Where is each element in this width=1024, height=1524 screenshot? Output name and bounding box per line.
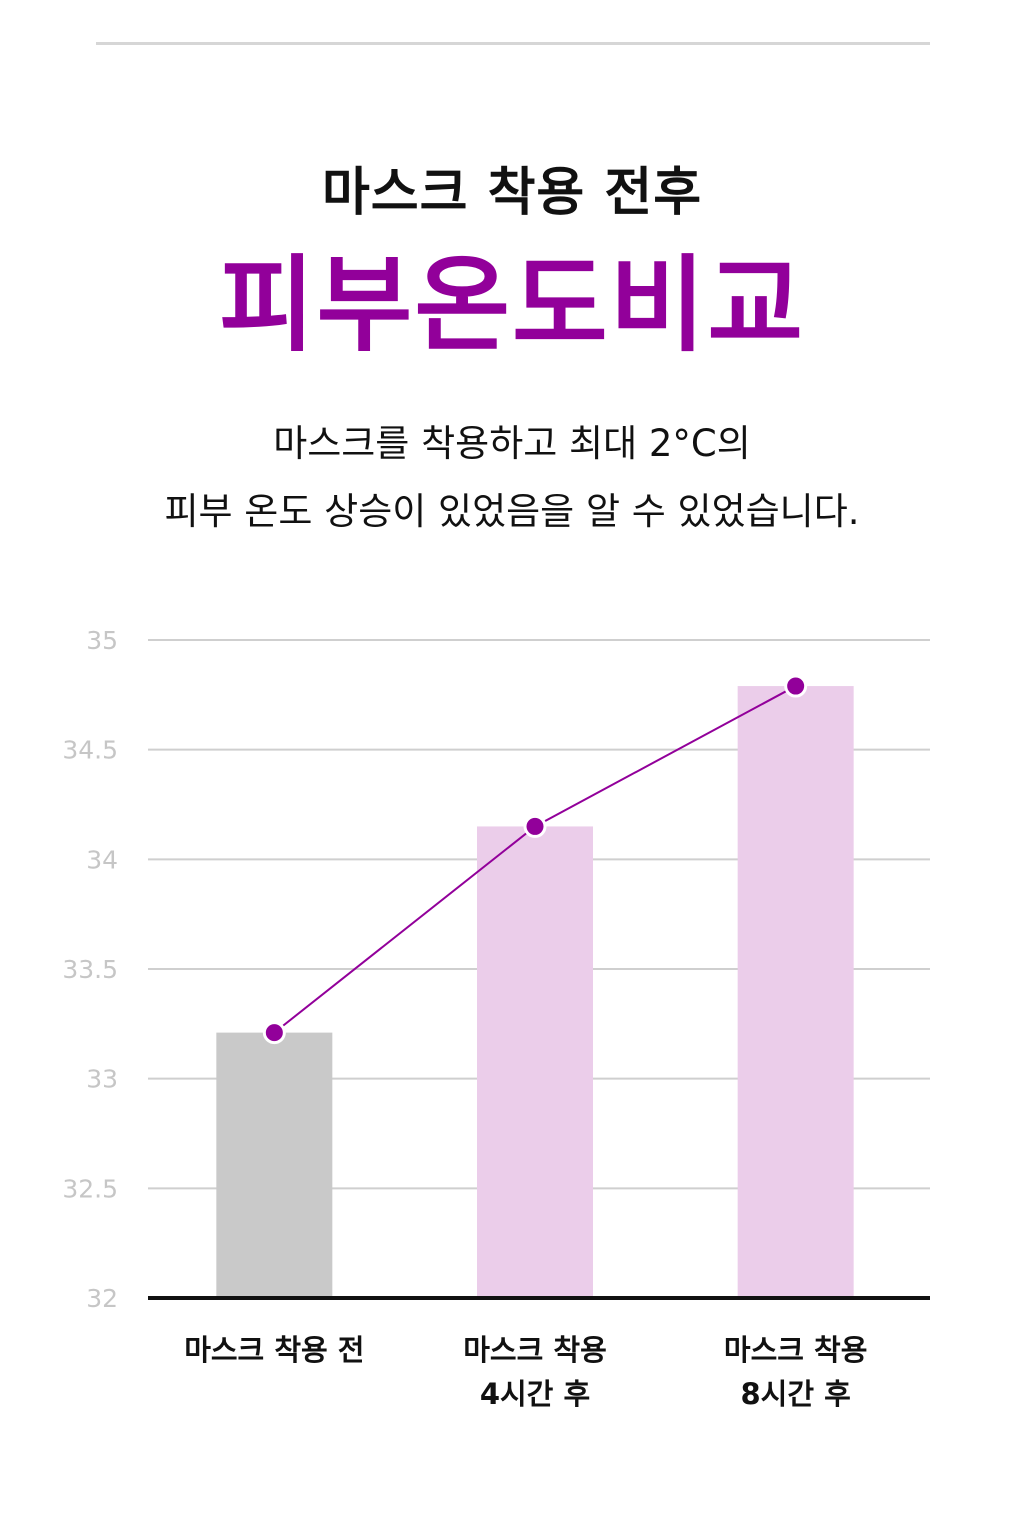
x-tick-label-2-0: 마스크 착용 xyxy=(724,1333,868,1367)
page-subtitle: 마스크 착용 전후 xyxy=(321,163,703,223)
point-2 xyxy=(784,674,808,698)
y-tick-label: 33.5 xyxy=(62,955,118,984)
y-tick-label: 35 xyxy=(86,626,118,655)
top-divider xyxy=(96,42,930,45)
description-line-2: 피부 온도 상승이 있었음을 알 수 있었습니다. xyxy=(164,490,860,533)
bars xyxy=(216,686,854,1298)
point-1 xyxy=(523,814,547,838)
x-axis-labels: 마스크 착용 전 마스크 착용 4시간 후 마스크 착용 8시간 후 xyxy=(184,1333,867,1411)
description-line-1: 마스크를 착용하고 최대 2°C의 xyxy=(273,422,751,465)
temperature-chart: 32 32.5 33 33.5 34 34.5 35 마스크 착용 전 마스크 착용 4시간 후… xyxy=(62,626,930,1411)
x-tick-label-2-1: 8시간 후 xyxy=(741,1377,851,1411)
y-tick-label: 32 xyxy=(86,1284,118,1313)
x-tick-label-0-0: 마스크 착용 전 xyxy=(184,1333,364,1367)
x-tick-label-1-0: 마스크 착용 xyxy=(463,1333,607,1367)
y-tick-label: 33 xyxy=(86,1065,118,1094)
bar-2 xyxy=(737,686,854,1298)
y-tick-label: 34.5 xyxy=(62,736,118,765)
x-tick-label-1-1: 4시간 후 xyxy=(480,1377,590,1411)
y-tick-label: 32.5 xyxy=(62,1174,118,1203)
trend-line xyxy=(262,674,808,1045)
description: 마스크를 착용하고 최대 2°C의 피부 온도 상승이 있었음을 알 수 있었습… xyxy=(0,410,1024,546)
bar-1 xyxy=(477,826,593,1298)
point-0 xyxy=(262,1021,286,1045)
y-tick-label: 34 xyxy=(86,845,118,874)
bar-0 xyxy=(216,1032,333,1298)
page-title: 피부온도비교 xyxy=(218,244,806,366)
y-axis-ticks: 32 32.5 33 33.5 34 34.5 35 xyxy=(62,626,118,1313)
